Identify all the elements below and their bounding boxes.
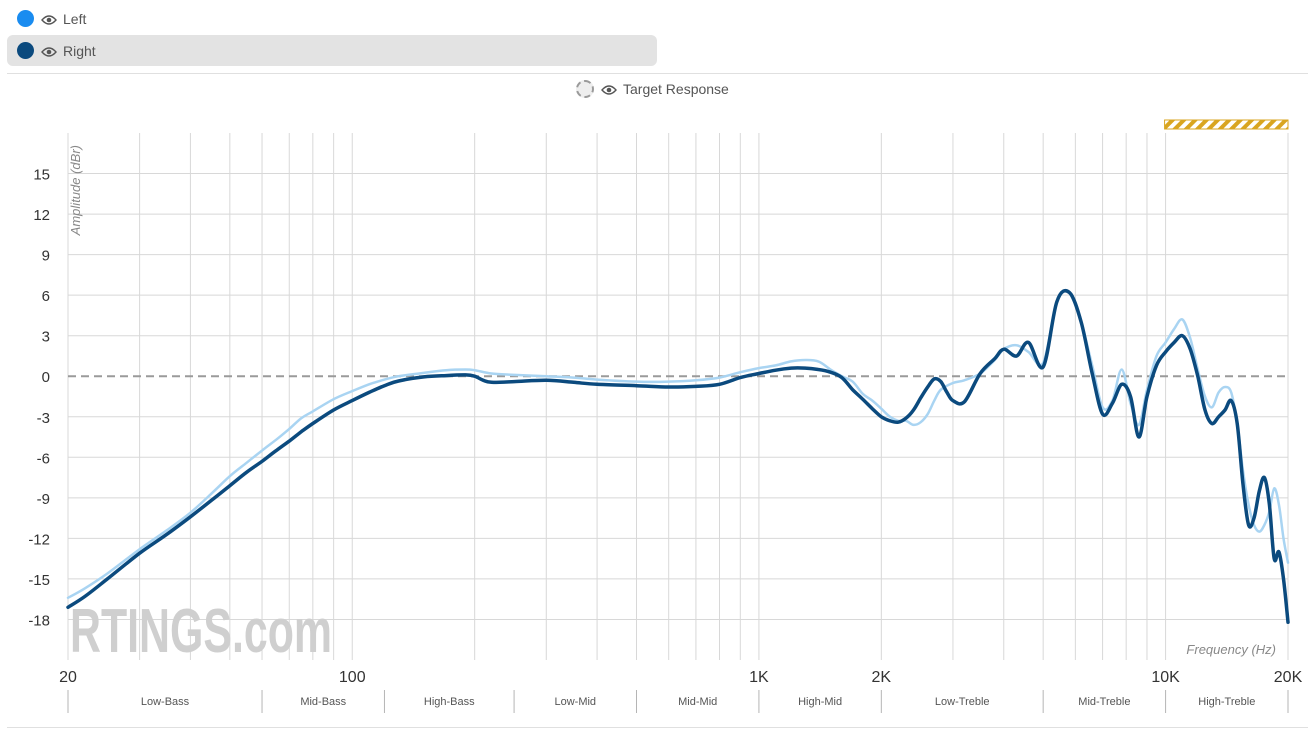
legend-item-right[interactable]: Right <box>7 35 657 66</box>
bottom-divider <box>7 727 1308 728</box>
series-line-right <box>66 288 1290 624</box>
band-label: Mid-Bass <box>300 696 346 708</box>
x-tick-label: 2K <box>872 669 892 686</box>
y-tick-label: -12 <box>28 531 50 548</box>
legend-item-left[interactable]: Left <box>7 3 657 34</box>
band-label: Low-Treble <box>935 696 990 708</box>
legend-divider <box>7 73 1308 74</box>
band-label: High-Mid <box>798 696 842 708</box>
y-tick-label: 6 <box>42 288 50 305</box>
series-line-left <box>66 289 1290 600</box>
x-tick-label: 100 <box>339 669 366 686</box>
legend-label-right: Right <box>63 42 96 59</box>
eye-icon[interactable] <box>601 83 617 95</box>
x-tick-label: 20K <box>1274 669 1303 686</box>
y-tick-label: -3 <box>37 410 50 427</box>
y-tick-label: 9 <box>42 248 50 265</box>
band-label: Mid-Treble <box>1078 696 1130 708</box>
target-response-toggle[interactable]: Target Response <box>576 80 729 98</box>
y-axis-title: Amplitude (dBr) <box>68 145 83 236</box>
band-label: Low-Bass <box>141 696 190 708</box>
band-label: Low-Mid <box>554 696 596 708</box>
target-response-label: Target Response <box>623 81 729 97</box>
y-tick-label: 12 <box>33 207 50 224</box>
x-tick-label: 20 <box>59 669 77 686</box>
legend-label-left: Left <box>63 10 87 27</box>
x-tick-label: 10K <box>1151 669 1180 686</box>
x-axis-title: Frequency (Hz) <box>1186 642 1276 657</box>
y-tick-label: 15 <box>33 167 50 184</box>
x-tick-label: 1K <box>749 669 769 686</box>
y-tick-label: 3 <box>42 329 50 346</box>
y-tick-label: 0 <box>42 369 50 386</box>
y-tick-label: -18 <box>28 612 50 629</box>
band-label: High-Treble <box>1198 696 1255 708</box>
band-label: High-Bass <box>424 696 475 708</box>
eye-icon[interactable] <box>41 45 57 57</box>
series-color-dot-left <box>17 10 34 27</box>
y-tick-label: -15 <box>28 572 50 589</box>
watermark-logo: RTINGS.com <box>70 597 332 666</box>
series-color-dot-right <box>17 42 34 59</box>
band-label: Mid-Mid <box>678 696 717 708</box>
high-treble-highlight-band <box>1164 119 1289 130</box>
y-tick-label: -6 <box>37 450 50 467</box>
y-tick-label: -9 <box>37 491 50 508</box>
eye-icon[interactable] <box>41 13 57 25</box>
target-response-dot <box>576 80 594 98</box>
